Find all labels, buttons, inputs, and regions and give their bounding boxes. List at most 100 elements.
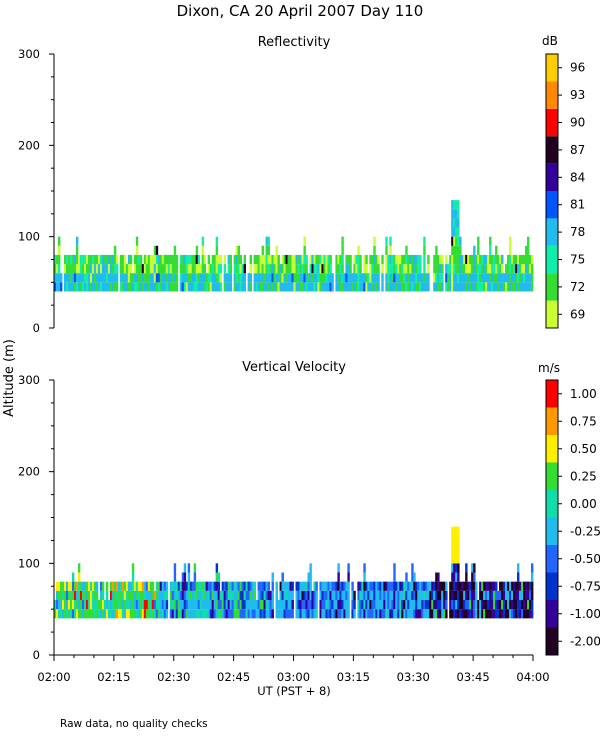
- data-cell: [75, 600, 79, 610]
- data-cell: [247, 273, 250, 283]
- data-cell: [91, 609, 95, 619]
- data-cell: [159, 282, 163, 292]
- data-cell: [395, 609, 398, 619]
- data-cell: [283, 264, 286, 274]
- data-cell: [123, 581, 127, 591]
- data-cell: [319, 590, 322, 600]
- data-cell: [443, 609, 446, 619]
- data-cell: [437, 600, 440, 610]
- data-cell: [147, 273, 151, 283]
- data-cell: [357, 245, 360, 255]
- data-cell: [429, 590, 432, 600]
- data-cell: [333, 600, 336, 610]
- data-cell: [331, 600, 334, 610]
- data-cell: [171, 264, 175, 274]
- data-cell: [79, 609, 83, 619]
- data-cell: [239, 264, 243, 274]
- data-cell: [455, 245, 458, 255]
- colorbar-label: 0.75: [570, 414, 597, 428]
- data-cell: [347, 609, 350, 619]
- data-cell: [389, 600, 392, 610]
- data-cell: [471, 282, 474, 292]
- data-cell: [521, 254, 524, 265]
- data-cell: [391, 581, 394, 591]
- data-cell: [483, 590, 486, 600]
- data-cell: [181, 273, 185, 283]
- data-cell: [207, 609, 211, 619]
- data-cell: [291, 600, 294, 610]
- data-cell: [511, 282, 514, 292]
- data-cell: [483, 254, 486, 265]
- data-cell: [271, 600, 274, 610]
- data-cell: [453, 236, 456, 246]
- data-cell: [65, 282, 69, 292]
- data-cell: [139, 282, 143, 292]
- data-cell: [141, 590, 145, 600]
- data-cell: [411, 590, 414, 600]
- data-cell: [427, 282, 430, 292]
- data-cell: [165, 264, 169, 274]
- data-cell: [99, 581, 103, 591]
- data-cell: [397, 282, 400, 292]
- data-cell: [347, 600, 350, 610]
- data-cell: [145, 273, 149, 283]
- data-cell: [477, 273, 480, 283]
- data-cell: [499, 581, 502, 591]
- data-cell: [341, 590, 344, 600]
- data-cell: [277, 264, 280, 274]
- data-cell: [439, 609, 442, 619]
- data-cell: [89, 273, 93, 283]
- data-cell: [491, 273, 494, 283]
- data-cell: [363, 254, 366, 265]
- data-cell: [451, 200, 454, 210]
- data-cell: [71, 264, 75, 274]
- data-cell: [85, 254, 89, 265]
- data-cell: [457, 218, 460, 228]
- data-cell: [91, 581, 95, 591]
- data-cell: [187, 282, 191, 292]
- data-cell: [341, 264, 344, 274]
- data-cell: [185, 609, 189, 619]
- data-cell: [399, 254, 402, 265]
- data-cell: [397, 264, 400, 274]
- data-cell: [495, 609, 498, 619]
- data-cell: [507, 600, 510, 610]
- data-cell: [521, 282, 524, 292]
- data-cell: [451, 236, 454, 246]
- data-cell: [285, 600, 288, 610]
- data-cell: [389, 282, 392, 292]
- data-cell: [145, 600, 149, 610]
- data-cell: [219, 273, 223, 283]
- data-cell: [127, 581, 131, 591]
- data-cell: [275, 282, 278, 292]
- data-cell: [363, 590, 366, 600]
- data-cell: [257, 609, 260, 619]
- data-cell: [229, 273, 233, 283]
- data-cell: [221, 590, 225, 600]
- data-cell: [473, 572, 476, 582]
- data-cell: [161, 273, 165, 283]
- data-cell: [515, 273, 518, 283]
- data-cell: [237, 282, 241, 292]
- data-cell: [101, 264, 105, 274]
- data-cell: [523, 254, 526, 265]
- data-cell: [313, 609, 316, 619]
- data-cell: [367, 273, 370, 283]
- data-cell: [295, 581, 298, 591]
- data-cell: [287, 264, 290, 274]
- data-cell: [531, 600, 534, 610]
- data-cell: [309, 609, 312, 619]
- data-cell: [295, 600, 298, 610]
- data-cell: [277, 282, 280, 292]
- data-cell: [517, 600, 520, 610]
- data-cell: [483, 282, 486, 292]
- data-cell: [453, 526, 456, 536]
- data-cell: [337, 600, 340, 610]
- data-cell: [149, 254, 153, 265]
- data-cell: [379, 590, 382, 600]
- data-cell: [213, 590, 217, 600]
- data-cell: [121, 581, 125, 591]
- data-cell: [423, 282, 426, 292]
- data-cell: [395, 600, 398, 610]
